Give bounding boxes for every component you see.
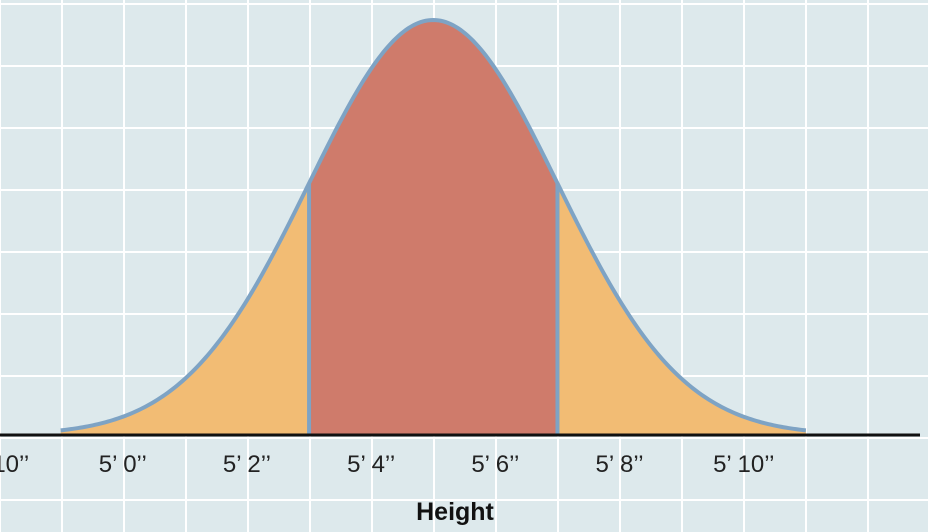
curve-layer (60, 17, 807, 435)
x-tick-label: 5’ 4’’ (347, 451, 395, 478)
x-tick-label: 5’ 0’’ (99, 451, 147, 478)
shaded-region-1 (60, 183, 310, 435)
x-tick-label: 5’ 2’’ (223, 451, 271, 478)
x-tick-labels: 4’ 10’’ 5’ 0’’ 5’ 2’’ 5’ 4’’ 5’ 6’’ 5’ 8’’ 5’ … (0, 451, 774, 478)
x-tick-label: 4’ 10’’ (0, 451, 29, 478)
x-tick-label: 5’ 10’’ (713, 451, 774, 478)
x-axis-title: Height (416, 498, 494, 526)
x-tick-label: 5’ 6’’ (471, 451, 519, 478)
shaded-region-3 (557, 183, 806, 435)
shaded-regions (60, 20, 806, 435)
normal-curve (60, 17, 807, 433)
x-tick-label: 5’ 8’’ (596, 451, 644, 478)
shaded-region-2 (309, 20, 558, 435)
